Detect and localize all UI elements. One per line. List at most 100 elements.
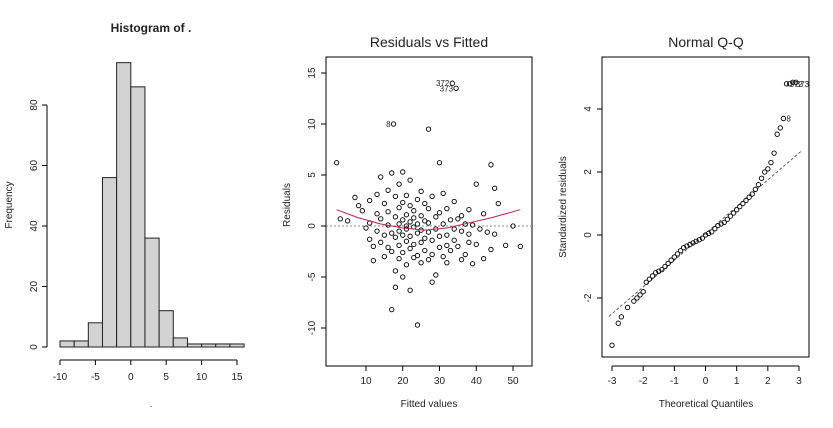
qq-point — [737, 203, 743, 210]
resid-point — [396, 181, 402, 187]
resid-point-label: 373 — [440, 84, 454, 93]
qq-point — [724, 216, 730, 222]
hist-bar — [158, 310, 174, 348]
resid-title: Residuals vs Fitted — [370, 34, 488, 50]
qq-point-label: 372 — [790, 80, 804, 89]
hist-bar — [116, 62, 132, 348]
qq-point — [702, 232, 709, 238]
resid-point — [381, 200, 388, 207]
hist-x-tick-label: 5 — [163, 372, 169, 383]
hist-x-tick-label: 15 — [231, 372, 243, 383]
resid-point — [469, 261, 476, 267]
resid-point — [396, 242, 402, 249]
resid-ylabel: Residuals — [282, 183, 293, 227]
resid-point — [517, 243, 523, 250]
qq-point — [687, 241, 693, 248]
resid-point — [480, 255, 487, 262]
qq-title: Normal Q-Q — [668, 34, 744, 50]
qq-point — [709, 229, 715, 235]
qq-point — [699, 235, 706, 241]
resid-point — [429, 193, 435, 200]
resid-point — [407, 233, 413, 239]
resid-point — [411, 208, 417, 214]
resid-point — [473, 241, 479, 248]
hist-y-tick-label: 20 — [29, 281, 40, 293]
resid-point — [440, 253, 446, 260]
resid-point — [374, 191, 380, 198]
resid-point — [436, 244, 443, 251]
resid-xlabel: Fitted values — [401, 399, 458, 410]
qq-point — [774, 131, 780, 137]
hist-title: Histogram of . — [111, 21, 192, 35]
resid-point — [359, 208, 365, 214]
qq-xlabel: Theoretical Quantiles — [659, 399, 754, 410]
resid-point — [491, 185, 498, 191]
resid-point — [436, 210, 443, 216]
resid-y-tick-label: 0 — [307, 223, 318, 229]
qq-point — [790, 79, 796, 85]
hist-bar — [59, 340, 75, 348]
qq-point — [609, 342, 615, 348]
resid-point — [436, 160, 443, 166]
resid-point — [418, 213, 424, 219]
resid-y-tick-label: 5 — [307, 172, 318, 178]
qq-ylabel: Standardized residuals — [558, 156, 569, 258]
qq-y-tick-label: 0 — [583, 232, 594, 238]
resid-point — [414, 221, 421, 227]
resid-point — [378, 239, 384, 245]
qq-point — [671, 254, 677, 260]
qq-x-tick-label: -2 — [639, 376, 648, 387]
qq-point — [637, 292, 643, 298]
resid-point — [444, 232, 450, 238]
qq-point — [768, 159, 774, 166]
qq-point — [656, 268, 662, 274]
resid-point — [367, 236, 373, 242]
qq-plot-box — [601, 56, 810, 358]
resid-point — [455, 216, 461, 222]
hist-bar — [101, 177, 118, 348]
resid-point — [400, 232, 406, 238]
resid-point — [385, 187, 391, 193]
resid-point — [370, 243, 376, 250]
qq-x-tick-label: 1 — [734, 376, 740, 387]
resid-point — [407, 202, 413, 209]
qq-point — [615, 320, 621, 326]
hist-xlabel: . — [150, 399, 153, 410]
qq-point — [646, 276, 653, 282]
hist-y-tick-label: 80 — [29, 99, 40, 111]
hist-x-tick-label: 0 — [128, 372, 134, 383]
hist-bar — [73, 340, 89, 348]
hist-x-tick-label: 10 — [196, 372, 208, 383]
resid-point — [466, 207, 472, 213]
resid-point — [425, 206, 432, 212]
resid-point — [458, 213, 465, 219]
qq-point — [740, 200, 746, 207]
resid-point — [400, 217, 406, 223]
resid-point — [378, 216, 384, 222]
resid-point — [484, 229, 490, 235]
resid-point — [425, 229, 432, 235]
qq-point — [780, 115, 787, 122]
resid-point — [411, 241, 417, 248]
resid-point — [425, 257, 432, 263]
qq-x-tick-label: 2 — [765, 376, 771, 387]
qq-reference-line — [608, 150, 803, 317]
resid-point — [352, 194, 358, 201]
resid-point — [389, 306, 395, 313]
resid-point — [403, 262, 410, 268]
resid-point — [396, 221, 402, 227]
hist-y-tick-label: 0 — [29, 344, 40, 350]
hist-x-tick-label: -5 — [91, 372, 100, 383]
resid-point — [414, 230, 421, 236]
resid-point — [451, 226, 457, 232]
qq-point — [721, 219, 727, 226]
resid-point — [458, 257, 465, 263]
resid-point — [455, 243, 461, 250]
resid-point — [385, 244, 391, 251]
resid-point — [422, 200, 428, 207]
resid-point — [396, 228, 402, 234]
resid-point — [392, 284, 399, 290]
hist-ylabel: Frequency — [4, 181, 15, 228]
histogram-panel: Histogram of . . Frequency -10 -5 0 5 10 15 0 2… — [4, 21, 245, 410]
